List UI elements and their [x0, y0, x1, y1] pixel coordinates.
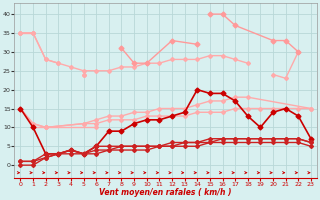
X-axis label: Vent moyen/en rafales ( km/h ): Vent moyen/en rafales ( km/h )	[100, 188, 232, 197]
